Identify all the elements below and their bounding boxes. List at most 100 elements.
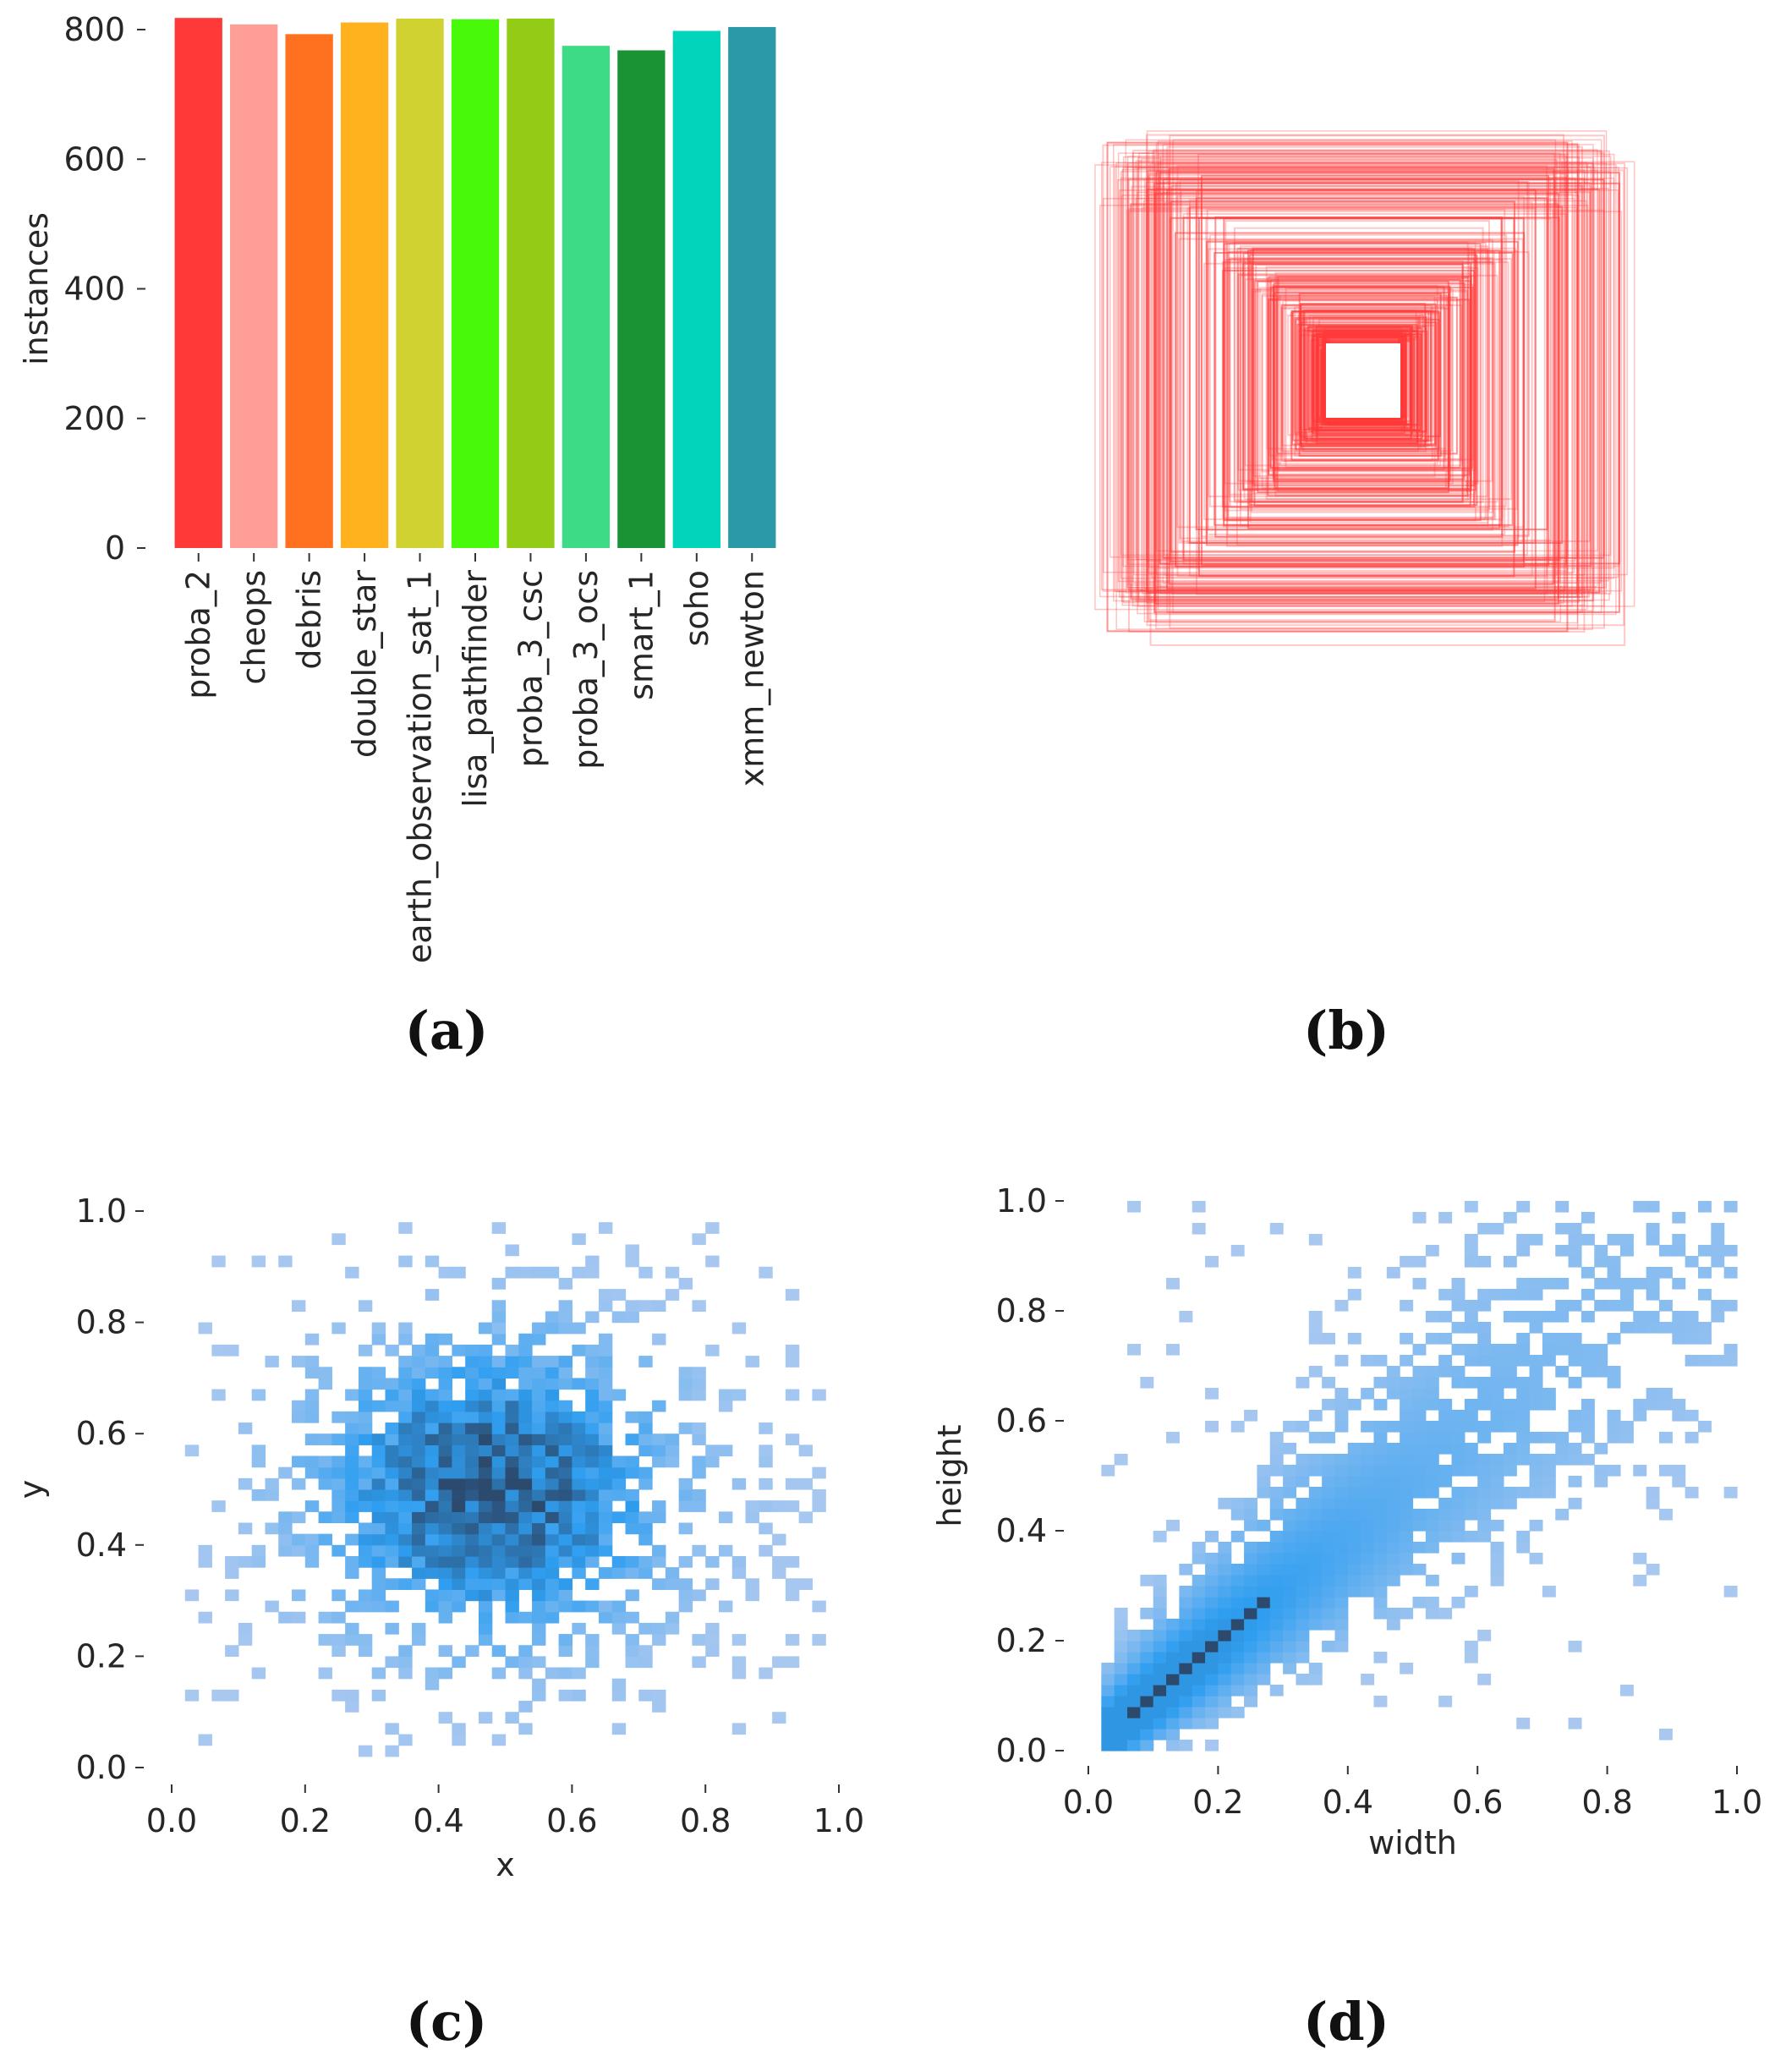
heatmap-cell: [1192, 1597, 1206, 1609]
heatmap-cell: [331, 1455, 346, 1468]
heatmap-cell: [1723, 1355, 1738, 1367]
heatmap-cell: [1296, 1542, 1310, 1554]
x-tick-label: 0.8: [1581, 1784, 1632, 1821]
heatmap-cell: [545, 1367, 560, 1379]
label-box: [1168, 167, 1555, 585]
heatmap-cell: [345, 1500, 359, 1512]
label-box: [1311, 331, 1422, 441]
heatmap-cell: [1490, 1410, 1504, 1422]
heatmap-cell: [505, 1656, 519, 1669]
label-box: [1300, 324, 1437, 445]
label-box: [1206, 208, 1506, 535]
heatmap-cell: [345, 1411, 359, 1423]
heatmap-cell: [371, 1667, 386, 1680]
heatmap-cell: [692, 1367, 706, 1379]
heatmap-cell: [1711, 1223, 1725, 1235]
heatmap-cell: [1464, 1300, 1478, 1312]
heatmap-cell: [1425, 1597, 1439, 1609]
heatmap-cell: [345, 1567, 359, 1579]
heatmap-cell: [452, 1344, 466, 1357]
heatmap-cell: [665, 1433, 680, 1445]
heatmap-cell: [625, 1522, 639, 1535]
heatmap-cell: [452, 1578, 466, 1591]
heatmap-cell: [265, 1356, 279, 1368]
heatmap-cell: [465, 1645, 479, 1657]
heatmap-cell: [278, 1544, 293, 1557]
heatmap-cell: [292, 1611, 306, 1624]
heatmap-cell: [1308, 1586, 1323, 1598]
heatmap-cell: [358, 1367, 373, 1379]
label-box: [1233, 241, 1469, 502]
heatmap-cell: [505, 1611, 519, 1624]
heatmap-cell: [1308, 1366, 1323, 1378]
label-box: [1226, 251, 1530, 537]
heatmap-cell: [692, 1300, 706, 1313]
heatmap-cell: [1477, 1509, 1492, 1521]
heatmap-cell: [478, 1455, 493, 1468]
heatmap-cell: [1140, 1674, 1154, 1686]
heatmap-cell: [1451, 1344, 1466, 1356]
heatmap-cell: [545, 1411, 560, 1423]
heatmap-cell: [625, 1645, 639, 1657]
heatmap-cell: [304, 1333, 320, 1346]
heatmap-cell: [572, 1511, 586, 1524]
heatmap-cell: [1619, 1278, 1634, 1290]
heatmap-cell: [518, 1367, 533, 1379]
heatmap-cell: [1451, 1410, 1466, 1422]
heatmap-cell: [1400, 1399, 1414, 1411]
heatmap-cell: [1269, 1564, 1284, 1576]
heatmap-cell: [518, 1477, 533, 1490]
heatmap-cell: [692, 1389, 706, 1401]
heatmap-cell: [678, 1589, 693, 1602]
label-box: [1122, 156, 1580, 604]
heatmap-cell: [1464, 1465, 1478, 1477]
heatmap-cell: [518, 1544, 533, 1557]
heatmap-cell: [478, 1589, 493, 1602]
heatmap-cell: [1646, 1278, 1660, 1290]
heatmap-cell: [1451, 1498, 1466, 1510]
heatmap-cell: [785, 1578, 800, 1591]
heatmap-cell: [745, 1356, 759, 1368]
heatmap-cell: [745, 1500, 759, 1512]
heatmap-cell: [1477, 1256, 1492, 1268]
label-box: [1320, 337, 1416, 431]
heatmap-cell: [1711, 1355, 1725, 1367]
heatmap-cell: [532, 1567, 546, 1579]
heatmap-cell: [1581, 1212, 1595, 1224]
label-box: [1126, 166, 1596, 591]
heatmap-cell: [398, 1489, 413, 1501]
label-box: [1268, 298, 1449, 475]
heatmap-cell: [1646, 1399, 1660, 1411]
heatmap-cell: [518, 1411, 533, 1423]
label-box: [1323, 342, 1407, 425]
heatmap-cell: [1114, 1740, 1128, 1751]
heatmap-cell: [1308, 1333, 1323, 1345]
heatmap-cell: [638, 1522, 653, 1535]
heatmap-cell: [1425, 1520, 1439, 1532]
heatmap-cell: [1347, 1267, 1361, 1279]
label-box: [1311, 327, 1422, 426]
heatmap-cell: [1412, 1366, 1427, 1378]
heatmap-cell: [438, 1466, 452, 1479]
heatmap-cell: [518, 1266, 533, 1279]
heatmap-cell: [1308, 1531, 1323, 1543]
label-box: [1312, 330, 1423, 444]
heatmap-cell: [718, 1444, 733, 1457]
heatmap-cell: [358, 1466, 373, 1479]
heatmap-cell: [478, 1578, 493, 1591]
heatmap-cell: [558, 1578, 573, 1591]
bar-cheops: [230, 24, 278, 549]
heatmap-cell: [585, 1400, 600, 1412]
heatmap-cell: [1607, 1256, 1621, 1268]
heatmap-cell: [545, 1389, 560, 1401]
heatmap-cell: [1101, 1729, 1115, 1740]
heatmap-cell: [1244, 1696, 1258, 1707]
heatmap-cell: [331, 1645, 346, 1657]
heatmap-cell: [238, 1522, 253, 1535]
heatmap-cell: [465, 1411, 479, 1423]
heatmap-cell: [331, 1634, 346, 1646]
heatmap-cell: [438, 1522, 452, 1535]
heatmap-cell: [1308, 1619, 1323, 1631]
label-box: [1132, 149, 1602, 584]
heatmap-cell: [1400, 1663, 1414, 1675]
